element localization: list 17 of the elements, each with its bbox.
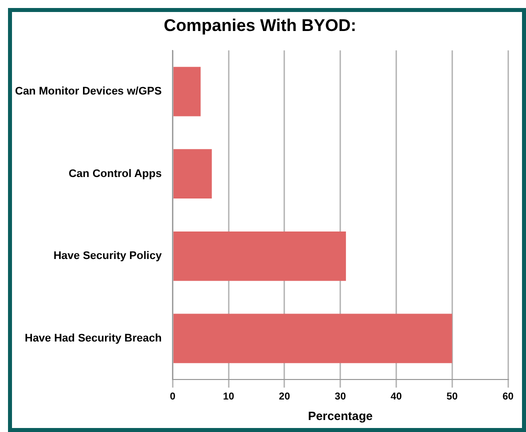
- y-tick-label: Have Had Security Breach: [24, 332, 162, 344]
- bar: [173, 66, 201, 116]
- x-tick-label: 0: [170, 391, 176, 402]
- bar: [173, 314, 452, 364]
- x-tick-label: 40: [390, 391, 402, 402]
- x-axis-title: Percentage: [308, 409, 374, 424]
- y-tick-label: Can Monitor Devices w/GPS: [15, 86, 162, 98]
- y-tick-label: Have Security Policy: [53, 250, 163, 262]
- x-tick-label: 60: [502, 391, 514, 402]
- x-tick-label: 30: [334, 391, 346, 402]
- x-tick-label: 20: [278, 391, 290, 402]
- bar: [173, 231, 346, 281]
- x-tick-label: 50: [446, 391, 458, 402]
- bar: [173, 149, 212, 199]
- chart-title: Companies With BYOD:: [164, 16, 356, 35]
- y-tick-label: Can Control Apps: [68, 168, 162, 180]
- x-tick-label: 10: [223, 391, 235, 402]
